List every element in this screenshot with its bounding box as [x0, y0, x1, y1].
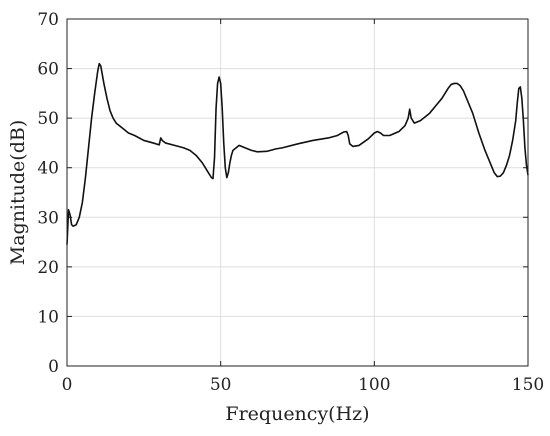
x-tick-label: 0	[62, 375, 73, 395]
x-axis-title: Frequency(Hz)	[225, 403, 369, 425]
x-tick-label: 100	[358, 375, 390, 395]
y-axis-title: Magnitude(dB)	[7, 120, 29, 266]
y-tick-label: 50	[37, 109, 59, 129]
x-tick-label: 150	[512, 375, 544, 395]
grid	[66, 18, 529, 367]
y-tick-label: 30	[37, 208, 59, 228]
series-layer	[66, 62, 529, 245]
y-tick-label: 20	[37, 258, 59, 278]
tick-labels: 0 50 100 150 0 10 20 30 40 50 60 70	[37, 10, 544, 395]
y-tick-label: 0	[48, 357, 59, 377]
x-tick-label: 50	[210, 375, 232, 395]
plot-frame	[66, 18, 529, 367]
y-tick-label: 10	[37, 307, 59, 327]
y-tick-label: 40	[37, 159, 59, 179]
axis-ticks	[66, 18, 529, 367]
series-line-0	[66, 62, 529, 245]
y-tick-label: 60	[37, 60, 59, 80]
y-tick-label: 70	[37, 10, 59, 30]
